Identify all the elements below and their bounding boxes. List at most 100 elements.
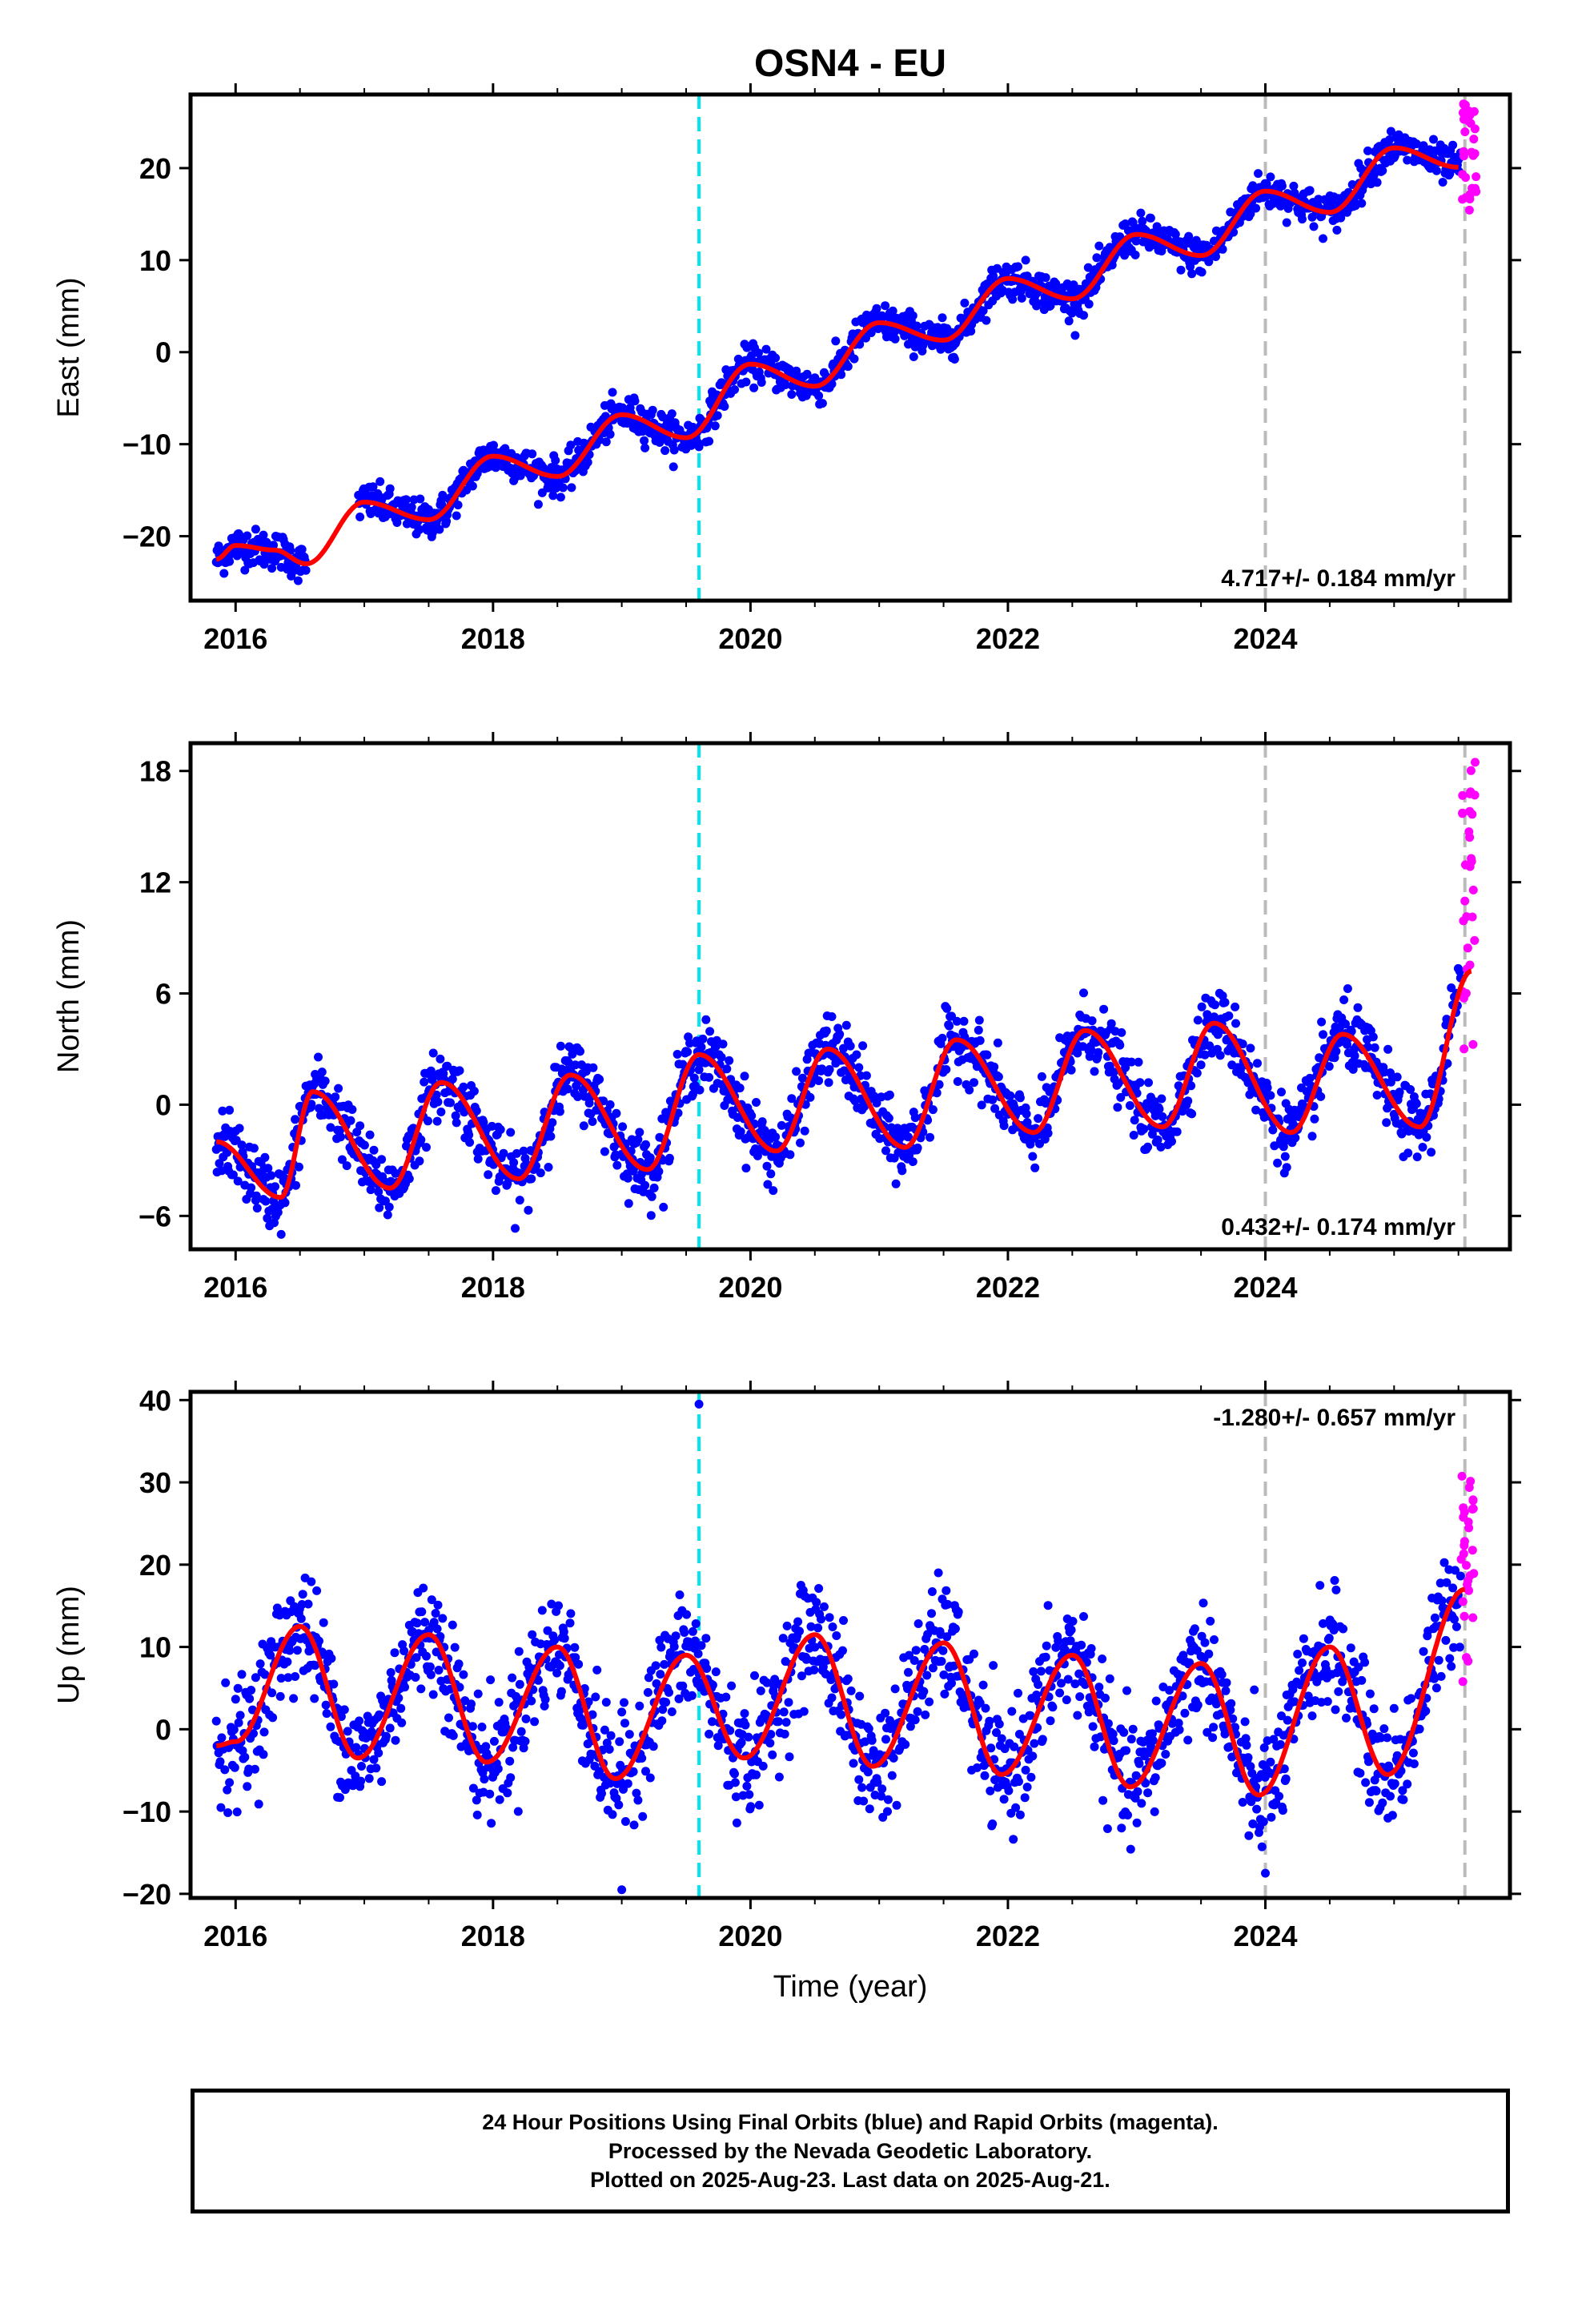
- final-orbit-point: [234, 1718, 243, 1727]
- final-orbit-point: [608, 1810, 617, 1819]
- final-orbit-point: [564, 1058, 573, 1068]
- final-orbit-point: [938, 313, 947, 323]
- final-orbit-point: [989, 1661, 998, 1671]
- final-orbit-point: [732, 1818, 741, 1827]
- final-orbit-point: [674, 1694, 684, 1703]
- final-orbit-point: [1043, 1128, 1053, 1138]
- final-orbit-point: [800, 1126, 809, 1136]
- final-orbit-point: [1437, 1596, 1447, 1606]
- final-orbit-point: [860, 1102, 869, 1112]
- final-orbit-point: [1037, 1072, 1046, 1081]
- rapid-orbit-point: [1460, 1044, 1469, 1054]
- final-orbit-point: [468, 1722, 477, 1731]
- final-orbit-point: [1137, 1799, 1146, 1808]
- final-orbit-point: [1079, 311, 1088, 320]
- final-orbit-point: [415, 1156, 424, 1166]
- final-orbit-point: [1248, 181, 1258, 191]
- final-orbit-point: [630, 396, 640, 406]
- final-orbit-point: [861, 1071, 871, 1080]
- final-orbit-point: [1026, 1711, 1035, 1720]
- final-orbit-point: [337, 1155, 347, 1164]
- final-orbit-point: [556, 1041, 565, 1051]
- final-orbit-point: [1295, 1666, 1304, 1675]
- final-orbit-point: [307, 1100, 316, 1109]
- final-orbit-point: [364, 1774, 374, 1783]
- y-tick-label: 18: [139, 755, 171, 788]
- final-orbit-point: [1157, 1759, 1166, 1768]
- rapid-orbit-point: [1468, 885, 1478, 895]
- final-orbit-point: [940, 1689, 950, 1699]
- final-orbit-point: [1122, 1746, 1131, 1755]
- final-orbit-point: [1028, 1751, 1038, 1761]
- final-orbit-point: [444, 1713, 453, 1723]
- final-orbit-point: [883, 1807, 892, 1816]
- final-orbit-point: [921, 1710, 930, 1719]
- final-orbit-point: [934, 1080, 944, 1089]
- final-orbit-point: [832, 1631, 841, 1640]
- final-orbit-point: [268, 1713, 278, 1723]
- final-orbit-point: [1218, 244, 1227, 254]
- final-orbit-point: [260, 1670, 270, 1679]
- final-orbit-point: [730, 1769, 739, 1779]
- final-orbit-point: [990, 1062, 999, 1072]
- final-orbit-point: [1147, 1729, 1157, 1739]
- final-orbit-point: [1055, 1688, 1065, 1698]
- final-orbit-point: [1034, 1680, 1043, 1689]
- final-orbit-point: [859, 1796, 869, 1806]
- final-orbit-point: [1228, 1714, 1238, 1723]
- final-orbit-point: [486, 1675, 496, 1685]
- y-tick-label: 12: [139, 866, 171, 899]
- final-orbit-point: [1134, 1759, 1144, 1768]
- final-orbit-point: [1006, 1091, 1015, 1100]
- final-orbit-point: [1281, 1774, 1291, 1783]
- final-orbit-point: [491, 463, 500, 472]
- final-orbit-point: [705, 436, 714, 446]
- final-orbit-point: [846, 1686, 856, 1695]
- final-orbit-point: [825, 1065, 834, 1074]
- final-orbit-point: [216, 1803, 226, 1812]
- final-orbit-point: [237, 1140, 247, 1150]
- final-orbit-point: [1429, 135, 1438, 144]
- final-orbit-point: [329, 1679, 339, 1689]
- final-orbit-point: [1399, 1795, 1408, 1804]
- final-orbit-point: [1062, 1695, 1071, 1705]
- final-orbit-point: [1131, 236, 1141, 246]
- final-orbit-point: [680, 1628, 689, 1637]
- final-orbit-point: [436, 1108, 446, 1116]
- final-orbit-point: [717, 1052, 726, 1062]
- final-orbit-point: [551, 456, 560, 465]
- final-orbit-point: [588, 1063, 598, 1072]
- final-orbit-point: [496, 1125, 505, 1134]
- final-orbit-point: [275, 1691, 285, 1701]
- final-orbit-point: [267, 564, 277, 573]
- final-orbit-point: [273, 1208, 283, 1217]
- final-orbit-point: [1068, 1617, 1078, 1626]
- final-orbit-point: [1390, 1779, 1399, 1788]
- final-orbit-point: [861, 1737, 869, 1747]
- final-orbit-point: [701, 1015, 711, 1024]
- final-orbit-point: [247, 1686, 256, 1695]
- final-orbit-point: [465, 1138, 475, 1147]
- final-orbit-point: [357, 1762, 366, 1771]
- final-orbit-point: [819, 1602, 829, 1611]
- final-orbit-point: [986, 1743, 996, 1753]
- plot-frame-east: [188, 92, 1512, 603]
- final-orbit-point: [1240, 1717, 1250, 1727]
- final-orbit-point: [1113, 1103, 1122, 1112]
- final-orbit-point: [654, 1167, 664, 1176]
- final-orbit-point: [1021, 255, 1030, 265]
- final-orbit-point: [765, 1739, 775, 1748]
- final-orbit-point: [1192, 1068, 1202, 1078]
- final-orbit-points-north: [211, 963, 1465, 1239]
- final-orbit-point: [1130, 250, 1140, 259]
- final-orbit-point: [381, 1731, 391, 1741]
- final-orbit-point: [1094, 1047, 1103, 1057]
- final-orbit-point: [487, 1819, 496, 1828]
- final-orbit-point: [1231, 1002, 1240, 1011]
- final-orbit-point: [1051, 279, 1061, 288]
- final-orbit-point: [1319, 1618, 1327, 1628]
- final-orbit-point: [1430, 1674, 1439, 1683]
- final-orbit-point: [432, 1116, 442, 1126]
- final-orbit-point: [1305, 186, 1315, 195]
- x-tick-label: 2020: [718, 1271, 782, 1304]
